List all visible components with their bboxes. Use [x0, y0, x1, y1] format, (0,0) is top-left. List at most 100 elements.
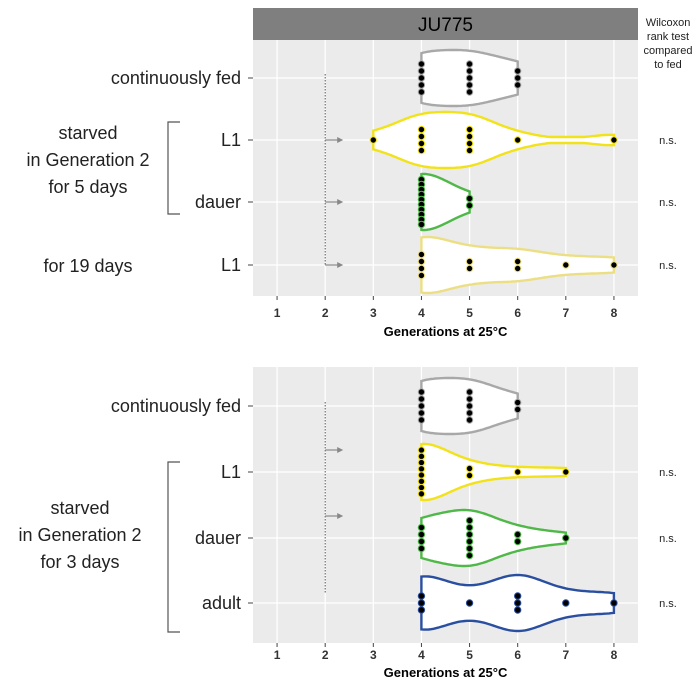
- x-tick-label: 7: [562, 306, 569, 320]
- data-point: [610, 261, 618, 269]
- data-point: [465, 551, 474, 560]
- data-point: [465, 516, 474, 525]
- test-header-line-3: compared: [644, 45, 693, 57]
- x-axis-label: Generations at 25°C: [384, 665, 508, 680]
- data-point: [417, 146, 426, 155]
- test-header-line-4: to fed: [654, 59, 682, 71]
- data-point: [562, 261, 570, 269]
- top-panel: 1 2 3 4 5 6 7 8 Generations at 25°C continuously …: [111, 40, 677, 339]
- data-point: [465, 416, 474, 424]
- category-label: L1: [221, 462, 241, 482]
- data-point: [513, 67, 522, 75]
- data-point: [465, 388, 474, 396]
- data-point: [417, 592, 426, 600]
- data-point: [513, 136, 522, 144]
- x-tick-label: 8: [611, 306, 618, 320]
- data-point: [465, 194, 474, 203]
- data-point: [417, 452, 426, 461]
- data-point: [417, 67, 426, 75]
- data-point: [513, 537, 522, 546]
- data-point: [513, 74, 522, 82]
- data-point: [465, 81, 474, 89]
- data-point: [417, 458, 426, 467]
- x-tick-label: 1: [274, 648, 281, 662]
- significance-label: n.s.: [659, 135, 677, 147]
- data-point: [417, 599, 426, 607]
- top-group-bracket: [167, 121, 180, 215]
- data-point: [465, 125, 474, 134]
- data-point: [417, 416, 426, 424]
- x-tick-label: 6: [514, 648, 521, 662]
- data-point: [465, 471, 474, 480]
- data-point: [513, 398, 522, 407]
- top-group-line-3: for 5 days: [48, 177, 127, 197]
- top-group-annotation: starved in Generation 2 for 5 days for 1…: [26, 123, 149, 276]
- test-header: Wilcoxon rank test compared to fed: [644, 17, 693, 71]
- data-point: [417, 220, 426, 229]
- violin: [420, 508, 567, 568]
- data-point: [513, 592, 522, 600]
- data-point: [513, 468, 522, 476]
- data-point: [513, 599, 522, 607]
- bottom-group-annotation: starved in Generation 2 for 3 days: [18, 498, 141, 572]
- data-point: [417, 395, 426, 403]
- strip-background: [253, 8, 638, 40]
- x-tick-label: 8: [611, 648, 618, 662]
- bottom-group-line-2: in Generation 2: [18, 525, 141, 545]
- category-label: L1: [221, 130, 241, 150]
- data-point: [465, 395, 474, 403]
- category-label: dauer: [195, 528, 241, 548]
- data-point: [562, 468, 570, 476]
- data-point: [417, 88, 426, 96]
- x-tick-label: 7: [562, 648, 569, 662]
- data-point: [465, 464, 474, 473]
- data-point: [417, 490, 426, 498]
- x-tick-label: 5: [466, 306, 473, 320]
- data-point: [465, 60, 474, 68]
- starvation-arrow-head: [337, 262, 344, 268]
- starvation-arrow-head: [337, 137, 344, 143]
- data-point: [465, 67, 474, 75]
- data-point: [417, 271, 426, 280]
- data-point: [417, 409, 426, 417]
- violin: [372, 110, 616, 170]
- data-point: [465, 264, 474, 273]
- data-point: [417, 483, 426, 492]
- data-point: [417, 250, 426, 259]
- data-point: [465, 201, 474, 210]
- data-point: [465, 257, 474, 266]
- data-point: [610, 599, 618, 607]
- data-point: [369, 136, 378, 144]
- data-point: [417, 388, 426, 396]
- strip-title: JU775: [418, 15, 473, 36]
- x-tick-label: 6: [514, 306, 521, 320]
- data-point: [417, 471, 426, 479]
- data-point: [417, 132, 426, 141]
- x-tick-label: 3: [370, 648, 377, 662]
- significance-label: n.s.: [659, 467, 677, 479]
- data-point: [513, 606, 522, 614]
- data-point: [465, 402, 474, 410]
- data-point: [417, 537, 426, 546]
- x-tick-label: 5: [466, 648, 473, 662]
- data-point: [417, 530, 426, 539]
- significance-label: n.s.: [659, 197, 677, 209]
- violin: [420, 442, 567, 502]
- top-group-extra: for 19 days: [43, 256, 132, 276]
- data-point: [417, 606, 426, 614]
- data-point: [417, 446, 426, 454]
- data-point: [417, 60, 426, 68]
- starvation-arrow-head: [337, 513, 344, 519]
- data-point: [610, 136, 618, 144]
- data-point: [465, 537, 474, 546]
- data-point: [513, 264, 522, 273]
- data-point: [562, 534, 570, 542]
- bottom-group-bracket: [167, 461, 180, 633]
- data-point: [465, 132, 474, 141]
- x-tick-label: 2: [322, 648, 329, 662]
- data-point: [562, 599, 570, 607]
- data-point: [417, 125, 426, 134]
- significance-label: n.s.: [659, 598, 677, 610]
- x-tick-label: 1: [274, 306, 281, 320]
